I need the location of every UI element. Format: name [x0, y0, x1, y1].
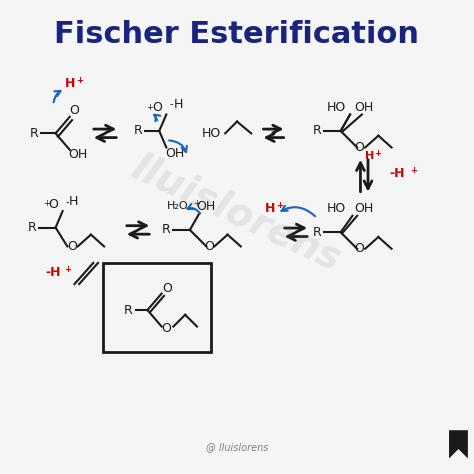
Text: O: O [355, 242, 365, 255]
Text: H₂O: H₂O [167, 201, 189, 211]
Text: HO: HO [326, 202, 346, 215]
Text: H: H [64, 77, 75, 91]
Text: HO: HO [201, 127, 221, 140]
Text: R: R [313, 226, 321, 239]
Text: OH: OH [197, 200, 216, 213]
Text: O: O [161, 322, 171, 336]
Text: OH: OH [68, 148, 87, 161]
Text: R: R [30, 127, 39, 140]
Text: -: - [169, 99, 173, 109]
Text: O: O [355, 141, 365, 154]
Text: R: R [134, 125, 142, 137]
Text: OH: OH [355, 101, 374, 114]
Text: lluislorens: lluislorens [126, 148, 348, 279]
Text: H: H [265, 202, 275, 215]
Text: O: O [48, 199, 58, 211]
Text: +: + [43, 199, 50, 208]
Text: Fischer Esterification: Fischer Esterification [55, 20, 419, 49]
FancyBboxPatch shape [103, 263, 211, 353]
Text: R: R [162, 223, 171, 237]
Text: O: O [152, 101, 162, 114]
Text: +: + [146, 103, 153, 112]
Text: OH: OH [165, 146, 184, 160]
Text: O: O [70, 104, 79, 117]
Text: O: O [162, 283, 172, 295]
Text: -H: -H [390, 167, 405, 180]
Text: R: R [27, 221, 36, 234]
Text: +: + [64, 264, 71, 273]
Text: R: R [124, 303, 133, 317]
Polygon shape [449, 430, 468, 458]
Text: O: O [204, 240, 214, 253]
Text: +: + [276, 201, 283, 210]
Text: H: H [68, 195, 78, 208]
Text: -H: -H [46, 266, 61, 279]
Text: @ lluislorens: @ lluislorens [206, 442, 268, 452]
Text: +: + [374, 149, 381, 158]
Text: H: H [173, 98, 183, 110]
Text: -: - [65, 197, 69, 207]
Text: OH: OH [355, 202, 374, 215]
Text: O: O [67, 240, 77, 253]
Text: H: H [365, 151, 374, 161]
Text: +: + [193, 199, 201, 208]
Text: +: + [410, 165, 417, 174]
Text: +: + [76, 76, 82, 85]
Text: HO: HO [326, 101, 346, 114]
Text: R: R [313, 125, 321, 137]
